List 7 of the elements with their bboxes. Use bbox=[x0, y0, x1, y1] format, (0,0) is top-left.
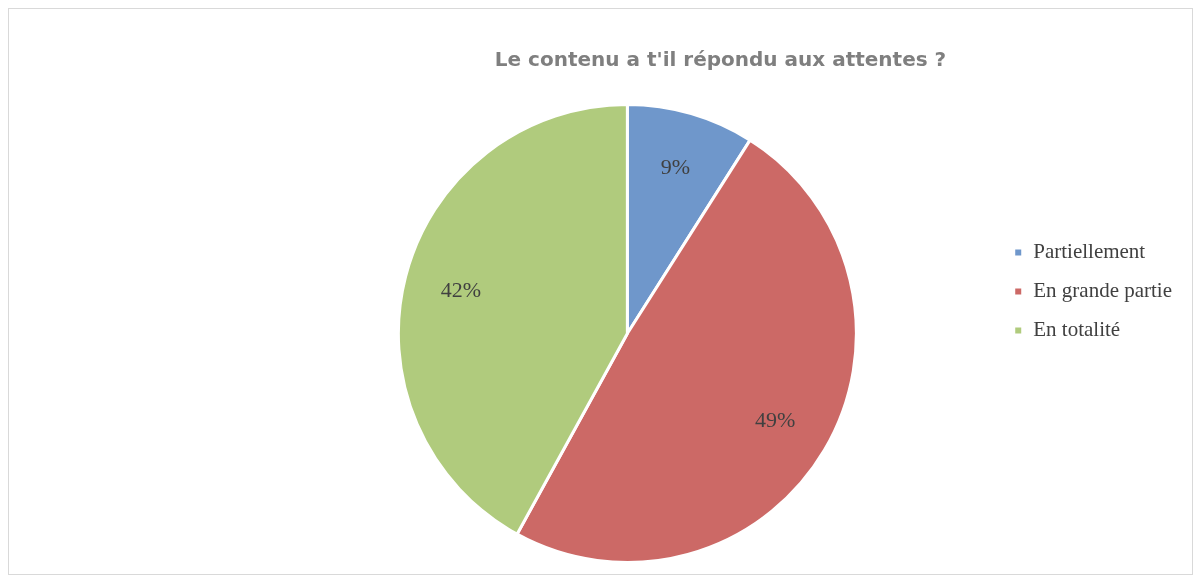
chart-title: Le contenu a t'il répondu aux attentes ? bbox=[494, 47, 947, 72]
data-label: 42% bbox=[440, 276, 482, 302]
legend-label: Partiellement bbox=[1033, 239, 1146, 264]
legend-label: En totalité bbox=[1033, 317, 1121, 342]
data-label: 9% bbox=[660, 154, 690, 180]
data-label: 49% bbox=[755, 406, 796, 432]
legend-label: En grande partie bbox=[1033, 278, 1173, 303]
